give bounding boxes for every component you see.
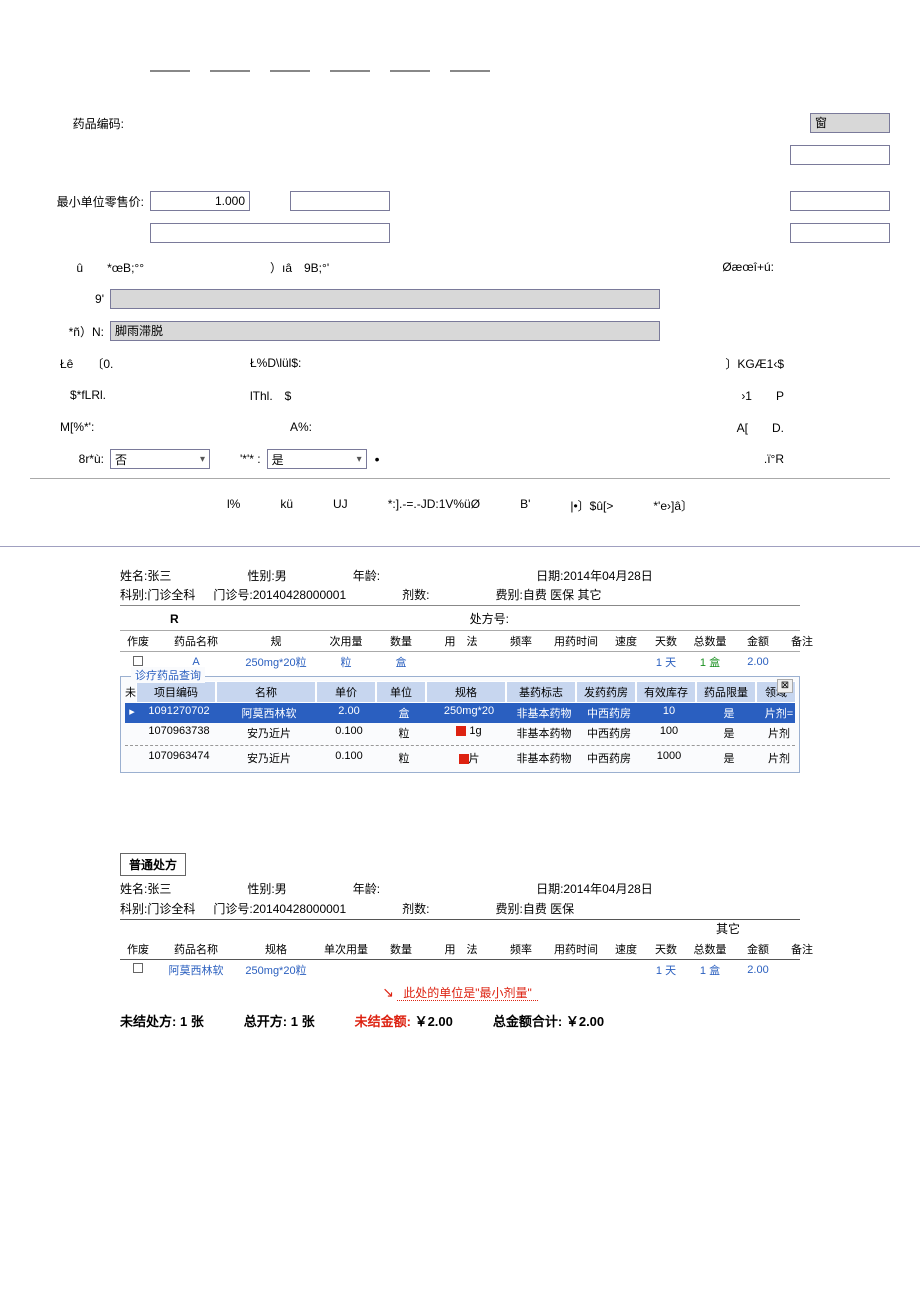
subpanel-head: 项目编码名称 单价单位 规格基药标志 发药药房有效库存 药品限量领域 [136, 681, 796, 703]
aux-input-5[interactable] [790, 223, 890, 243]
subpanel-side: 未 [125, 681, 136, 703]
rowB-l3: 〕KGÆ1‹$ [725, 355, 790, 372]
btn-3[interactable]: UJ [333, 497, 348, 514]
unpaid-amt-label: 未结金额: [355, 1014, 411, 1029]
red-flag-icon [456, 726, 466, 736]
bullet-marker: • [375, 451, 380, 467]
rx1-visitno: 20140428000001 [253, 588, 346, 602]
prescription-2: 普通处方 姓名:张三 性别:男 年龄: 日期:2014年04月28日 科别:门诊… [120, 853, 800, 1030]
void-checkbox[interactable] [133, 656, 143, 666]
rx2-table-head: 作废药品名称规格 单次用量数量用 法 频率用药时间速度 天数总数量金额 备注 [120, 939, 800, 959]
rx2-row-1[interactable]: 阿莫西林软 250mg*20粒 1 天 1 盒 2.00 [120, 960, 800, 980]
rx1-age-label: 年龄: [353, 567, 380, 586]
rowD-l3: A[ D. [737, 419, 790, 436]
total-amt-label: 总金额合计: [493, 1014, 562, 1029]
red-flag-icon [459, 754, 469, 764]
rx1-doses-label: 剂数: [402, 586, 429, 605]
n-input[interactable]: 脚雨滞脱 [110, 321, 660, 341]
rowC-l2: lThl. $ [250, 387, 297, 404]
rx-tab[interactable]: 普通处方 [120, 853, 186, 876]
wide-input[interactable] [110, 289, 660, 309]
subpanel-row-selected[interactable]: ▸ 1091270702阿莫西林软 2.00盒 250mg*20非基本药物 中西… [125, 703, 795, 723]
rx1-feetype-label: 费别: [495, 588, 522, 602]
btn-6[interactable]: |•〕$û[> [570, 497, 613, 514]
unpaid-rx: 未结处方: 1 张 [120, 1011, 204, 1030]
rx1-rxno: 处方号: [179, 610, 800, 627]
totals-row: 未结处方: 1 张 总开方: 1 张 未结金额: ￥2.00 总金额合计: ￥2… [120, 1011, 800, 1030]
rx1-dept: 门诊全科 [147, 588, 195, 602]
rx1-visitno-label: 门诊号: [213, 588, 252, 602]
rx1-R: R [170, 612, 179, 626]
drug-code-label: 药品编码: [30, 115, 130, 132]
subpanel-title: 诊疗药品查询 [131, 667, 205, 683]
min-price-input[interactable] [150, 191, 250, 211]
rx1-dept-label: 科别: [120, 588, 147, 602]
unpaid-amt: ￥2.00 [415, 1014, 453, 1029]
btn-4[interactable]: *:].-=.-JD:1V%üØ [388, 497, 480, 514]
rowD-l2: A%: [290, 420, 318, 434]
rowA-l1: û *œB;°° [30, 259, 150, 276]
void-checkbox-2[interactable] [133, 963, 143, 973]
rx1-row-1[interactable]: A 250mg*20粒 粒 盒 1 天 1 盒 2.00 [120, 652, 800, 672]
rowE-l3: .ï°R [764, 452, 790, 466]
prescription-1: 姓名:张三 性别:男 年龄: 日期:2014年04月28日 科别:门诊全科 门诊… [120, 567, 800, 773]
btn-1[interactable]: l% [227, 497, 240, 514]
rowB-l2: Ł%D\lül$: [250, 356, 307, 370]
min-price-label: 最小单位零售价: [30, 193, 150, 210]
top-right-box[interactable]: 窗 [810, 113, 890, 133]
subpanel-row-3[interactable]: 1070963474安乃近片 0.100粒 片 非基本药物中西药房 1000是 … [125, 748, 795, 768]
subpanel-row-2[interactable]: 1070963738安乃近片 0.100粒 1g 非基本药物中西药房 100是 … [125, 723, 795, 743]
total-rx: 总开方: 1 张 [244, 1011, 315, 1030]
drug-form-panel: 药品编码: 窗 最小单位零售价: û *œB;°° ）ıâ 9B;°' Øæœî… [0, 80, 920, 547]
rx1-name: 张三 [147, 569, 171, 583]
dropdown-1[interactable]: 否 [110, 449, 210, 469]
drug-search-panel: 诊疗药品查询 ⊠ 未 项目编码名称 单价单位 规格基药标志 发药药房有效库存 药… [120, 676, 800, 773]
rx1-date: 2014年04月28日 [563, 569, 652, 583]
btn-7[interactable]: *'e›]â〕 [653, 497, 693, 514]
rowA-l3: Øæœî+ú: [722, 260, 780, 274]
rowE-l2: '*'* : [240, 452, 267, 466]
rowD-l1: M[%*': [30, 420, 150, 434]
aux-input-2[interactable] [290, 191, 390, 211]
rowA-l2: ）ıâ 9B;°' [270, 259, 335, 276]
rowC-l3: ›1 P [741, 387, 790, 404]
rowE-l1: 8r*ù: [30, 452, 110, 466]
callout-text: ↘ 此处的单位是"最小剂量" [120, 984, 800, 1001]
rx1-gender-label: 性别: [247, 569, 274, 583]
aux-input-1[interactable] [790, 145, 890, 165]
aux-input-4[interactable] [150, 223, 390, 243]
total-amt: ￥2.00 [566, 1014, 604, 1029]
rx1-gender: 男 [275, 569, 287, 583]
nine-label: 9' [30, 292, 110, 306]
rx1-feetype: 自费 医保 其它 [523, 588, 602, 602]
rowB-l1: Łê 〔0. [30, 355, 150, 372]
dropdown-2[interactable]: 是 [267, 449, 367, 469]
rx1-table-head: 作废药品名称规 次用量数量用 法 频率用药时间速度 天数总数量金额 备注 [120, 630, 800, 652]
close-icon[interactable]: ⊠ [777, 679, 793, 693]
tab-hints [150, 70, 490, 72]
btn-2[interactable]: kü [280, 497, 293, 514]
aux-input-3[interactable] [790, 191, 890, 211]
rx1-name-label: 姓名: [120, 569, 147, 583]
rx1-date-label: 日期: [536, 569, 563, 583]
rowC-l1: $*fLRl. [30, 388, 150, 402]
btn-5[interactable]: B' [520, 497, 530, 514]
n-label: *ñ）N: [30, 323, 110, 340]
